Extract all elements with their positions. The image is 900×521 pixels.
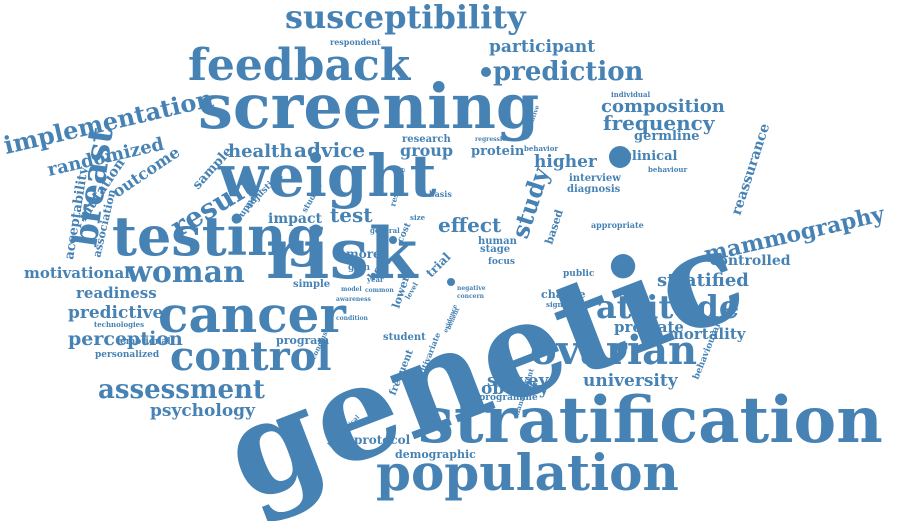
word-emotional: emotional: [120, 337, 171, 347]
word-behavior: behavior: [524, 144, 558, 153]
word-more: more: [346, 247, 381, 261]
word-survey: survey: [487, 371, 550, 391]
word-participant: participant: [489, 37, 595, 57]
word-woman: woman: [125, 255, 245, 290]
word-technologies: technologies: [94, 320, 144, 329]
word-susceptibility: susceptibility: [285, 0, 527, 36]
word-controlled: controlled: [710, 253, 791, 269]
word-condition: condition: [336, 315, 369, 322]
word-ovarian: ovarian: [530, 327, 697, 374]
word-weight: weight: [217, 142, 437, 210]
word-stratification: stratification: [418, 383, 883, 458]
word-programme: programme: [479, 393, 538, 403]
word-interview: interview: [569, 173, 621, 184]
word-prediction: prediction: [493, 57, 644, 87]
word-size: size: [410, 213, 426, 222]
word-university: university: [583, 371, 679, 391]
word-perception: perception: [68, 328, 183, 350]
word-testing: testing: [112, 204, 324, 268]
word-effect: effect: [438, 213, 502, 237]
word-public: public: [563, 269, 595, 279]
dot-decoration: [447, 278, 455, 286]
word-simple: simple: [293, 279, 330, 290]
word-impact: impact: [268, 211, 323, 227]
word-model: model: [341, 286, 362, 293]
word-prostate: prostate: [614, 318, 684, 336]
word-year: year: [366, 275, 384, 284]
word-assessment: assessment: [98, 375, 265, 405]
word-change: change: [541, 288, 586, 301]
word-demographic: demographic: [395, 448, 476, 461]
word-higher: higher: [534, 152, 598, 172]
dot-decoration: [609, 146, 631, 168]
word-focus: focus: [488, 257, 515, 267]
word-individual: individual: [611, 90, 651, 99]
word-personalized: personalized: [95, 350, 160, 360]
word-test: test: [330, 203, 373, 227]
dot-decoration: [389, 236, 397, 244]
word-predictive: predictive: [68, 303, 164, 323]
word-frequency: frequency: [603, 111, 716, 135]
word-trial: trial: [423, 250, 454, 281]
word-readiness: readiness: [76, 284, 157, 302]
word-negative: negative: [457, 285, 486, 292]
word-cancer: cancer: [158, 285, 346, 344]
word-human: human: [478, 236, 518, 247]
word-composition: composition: [601, 96, 725, 117]
word-germline: germline: [634, 129, 700, 144]
word-diagnosis: diagnosis: [567, 184, 621, 195]
word-basis: basis: [429, 189, 452, 199]
word-motivational: motivational: [24, 264, 130, 282]
word-group: group: [400, 141, 453, 160]
word-stratified: stratified: [657, 270, 749, 291]
word-concern: concern: [457, 293, 485, 300]
dot-decoration: [481, 67, 491, 77]
word-regression: regression: [475, 136, 511, 143]
word-stage: stage: [480, 244, 510, 255]
word-based: based: [542, 208, 565, 246]
word-appropriate: appropriate: [591, 220, 644, 230]
word-screening: screening: [198, 70, 539, 143]
word-program: program: [276, 334, 329, 347]
word-psychology: psychology: [150, 401, 256, 421]
word-advice: advice: [294, 138, 365, 162]
word-research: research: [402, 134, 451, 145]
word-awareness: awareness: [336, 296, 371, 303]
word-mortality: mortality: [668, 325, 747, 343]
word-risk: risk: [266, 212, 419, 295]
word-significant: significant: [546, 300, 588, 309]
word-student: student: [383, 332, 426, 343]
word-population: population: [376, 443, 679, 502]
word-clinical: clinical: [624, 149, 678, 164]
word-attitude: attitude: [596, 288, 739, 326]
word-gain: gain: [348, 263, 371, 273]
word-respondent: respondent: [330, 37, 381, 47]
word-behaviour: behaviour: [648, 165, 687, 174]
word-general: general: [370, 226, 400, 235]
word-health: health: [228, 141, 292, 162]
word-obesity: obesity: [481, 379, 550, 399]
word-control: control: [170, 333, 332, 380]
word-common: common: [365, 287, 394, 294]
word-protocol: protocol: [354, 433, 411, 447]
word-feedback: feedback: [188, 40, 412, 91]
word-reassurance: reassurance: [729, 122, 774, 218]
word-protein: protein: [471, 144, 525, 159]
